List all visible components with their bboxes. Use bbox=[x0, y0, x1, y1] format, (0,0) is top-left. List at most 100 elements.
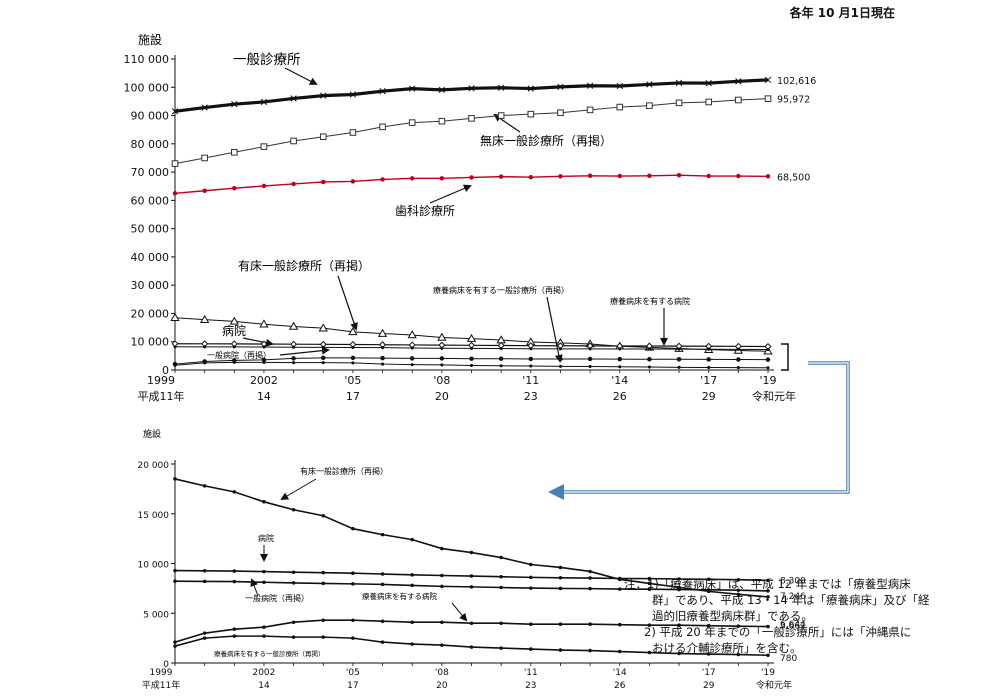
dot-point bbox=[498, 356, 504, 361]
dot-point bbox=[291, 581, 296, 585]
dot-point bbox=[202, 636, 207, 640]
x-point bbox=[171, 108, 179, 115]
square-point bbox=[319, 133, 327, 141]
dot-point bbox=[469, 175, 474, 180]
top-line-point bbox=[499, 347, 503, 351]
dot-point bbox=[439, 176, 445, 181]
dot-point bbox=[736, 624, 741, 628]
square-point bbox=[349, 129, 357, 136]
top-line-point bbox=[647, 347, 651, 351]
top-y-tick-label: 70 000 bbox=[131, 166, 170, 179]
top-line-point bbox=[588, 347, 592, 351]
dot-point bbox=[380, 619, 385, 623]
x-point bbox=[735, 78, 742, 85]
dot-point bbox=[262, 634, 266, 638]
square-point bbox=[171, 160, 179, 167]
dot-point bbox=[766, 653, 770, 657]
top-annotation-label: 療養病床を有する病院 bbox=[610, 296, 690, 306]
dot-point bbox=[528, 174, 534, 180]
dot-point bbox=[736, 357, 741, 362]
dot-point bbox=[617, 587, 622, 591]
top-end-value-label: 68,500 bbox=[777, 172, 810, 183]
dot-point bbox=[647, 173, 652, 179]
bottom-y-tick-label: 10 000 bbox=[138, 561, 170, 571]
dot-point bbox=[380, 355, 385, 361]
top-line-point bbox=[618, 365, 622, 369]
top-x-tick-label-era: 14 bbox=[257, 390, 271, 403]
annotation-arrow bbox=[429, 184, 472, 204]
dot-point bbox=[351, 526, 355, 531]
dot-point bbox=[499, 555, 503, 560]
triangle-point bbox=[377, 328, 388, 337]
dot-point bbox=[469, 356, 474, 361]
dot-point bbox=[558, 356, 563, 362]
top-annotation-label: 歯科診療所 bbox=[395, 203, 455, 218]
dot-point bbox=[676, 172, 682, 178]
top-line-point bbox=[766, 347, 770, 352]
top-annotation-label: 有床一般診療所（再掲） bbox=[238, 258, 370, 273]
dot-point bbox=[172, 191, 178, 196]
dot-point bbox=[410, 583, 414, 588]
top-line-point bbox=[529, 347, 533, 351]
square-point bbox=[586, 106, 594, 114]
dot-point bbox=[587, 356, 593, 362]
dot-point bbox=[587, 173, 593, 179]
top-line-point bbox=[677, 347, 681, 351]
top-y-tick-label: 20 000 bbox=[131, 307, 170, 320]
top-annotation-label: 無床一般診療所（再掲） bbox=[480, 133, 612, 148]
top-line-point bbox=[469, 346, 474, 350]
bottom-x-tick-label: '05 bbox=[346, 668, 360, 678]
dot-point bbox=[529, 647, 533, 651]
square-point bbox=[260, 143, 268, 150]
dot-point bbox=[380, 177, 385, 182]
dot-point bbox=[321, 355, 326, 361]
square-point bbox=[231, 149, 238, 156]
square-point bbox=[616, 103, 624, 111]
top-line-point bbox=[262, 345, 266, 349]
dot-point bbox=[409, 356, 415, 361]
bottom-x-tick-label-era: 平成11年 bbox=[142, 679, 180, 691]
dot-point bbox=[440, 643, 444, 647]
square-point bbox=[557, 109, 564, 117]
dot-point bbox=[232, 634, 237, 638]
top-annotation-label: 一般病院（再掲） bbox=[207, 350, 271, 360]
top-y-tick-label: 90 000 bbox=[131, 110, 170, 123]
top-line-point bbox=[203, 361, 207, 365]
x-point bbox=[497, 84, 505, 91]
square-point bbox=[705, 98, 713, 106]
top-line-point bbox=[232, 360, 236, 364]
dot-point bbox=[202, 188, 207, 193]
dot-point bbox=[647, 623, 652, 627]
dot-point bbox=[232, 185, 237, 191]
top-x-tick-label-era: 29 bbox=[702, 390, 716, 403]
x-point bbox=[675, 79, 683, 87]
annotation-arrow bbox=[242, 337, 274, 347]
annotation-arrow bbox=[279, 346, 330, 356]
dot-point bbox=[232, 490, 237, 494]
dot-point bbox=[380, 572, 385, 576]
top-line-point bbox=[469, 363, 474, 368]
dot-point bbox=[498, 174, 504, 179]
x-point bbox=[764, 76, 772, 84]
top-line-point bbox=[558, 347, 562, 351]
zoom-bracket bbox=[781, 343, 789, 371]
square-point bbox=[675, 99, 683, 107]
dot-point bbox=[173, 568, 177, 573]
dot-point bbox=[736, 173, 741, 179]
top-series-line bbox=[174, 98, 769, 165]
x-point bbox=[409, 85, 416, 92]
dot-point bbox=[766, 595, 770, 599]
top-line-point bbox=[321, 345, 325, 349]
dot-point bbox=[558, 565, 563, 570]
bottom-x-tick-label-era: 23 bbox=[525, 681, 536, 691]
dot-point bbox=[706, 173, 711, 179]
bottom-x-tick-label: '19 bbox=[761, 668, 775, 678]
dot-point bbox=[588, 576, 592, 580]
top-line-point bbox=[736, 366, 740, 370]
top-line-point bbox=[292, 361, 296, 365]
x-point bbox=[646, 81, 653, 88]
dot-point bbox=[469, 621, 474, 625]
bottom-end-value-label: 780 bbox=[780, 654, 797, 664]
dot-point bbox=[617, 356, 622, 362]
